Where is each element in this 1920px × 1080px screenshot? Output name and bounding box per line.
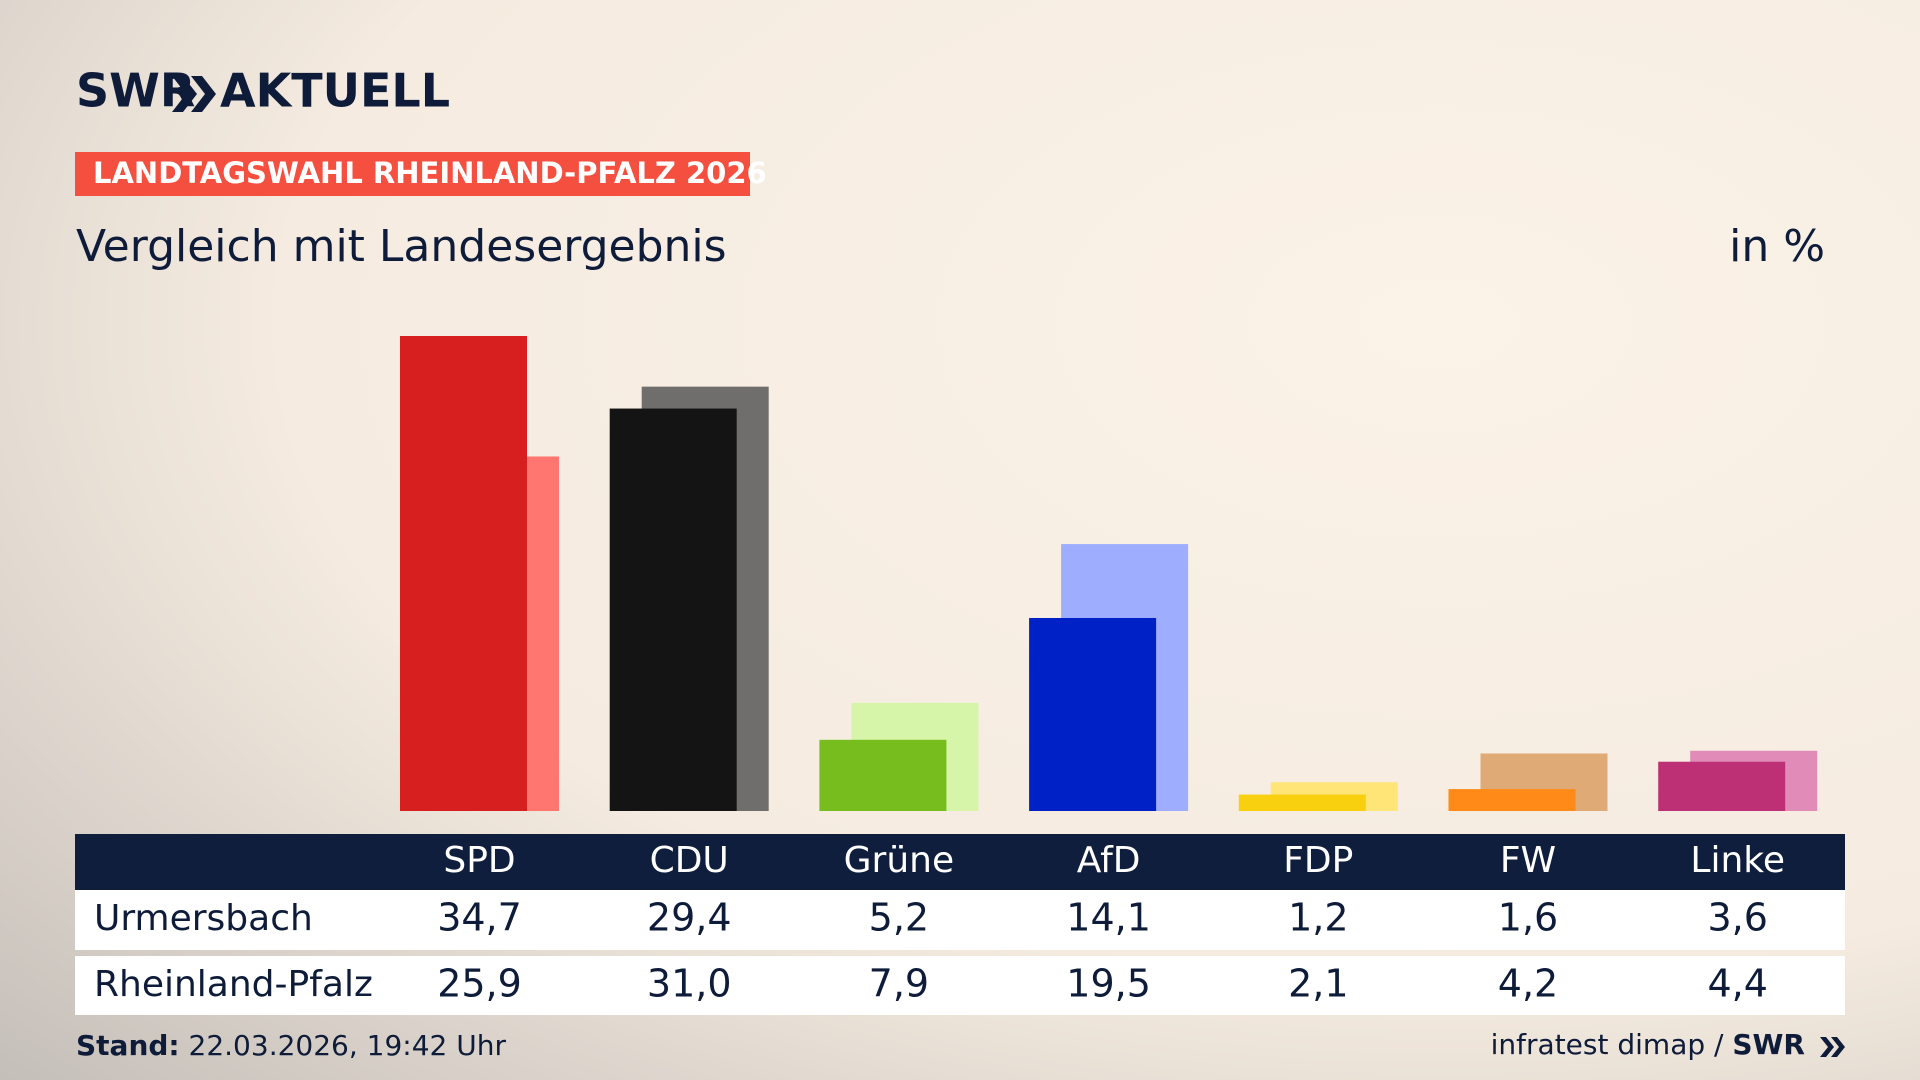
badge-background bbox=[75, 152, 750, 196]
value-label: 3,6 bbox=[1707, 896, 1767, 940]
value-label: 7,9 bbox=[869, 962, 929, 1006]
bar bbox=[1029, 617, 1157, 811]
table-header-label: AfD bbox=[1077, 840, 1141, 881]
bar bbox=[1658, 761, 1786, 811]
value-label: 2,1 bbox=[1288, 962, 1348, 1006]
badge: LANDTAGSWAHL RHEINLAND-PFALZ 2026 bbox=[93, 156, 767, 190]
bar bbox=[1448, 789, 1576, 811]
table-header bbox=[75, 834, 1845, 890]
value-label: 1,6 bbox=[1498, 896, 1558, 940]
table-header-label: CDU bbox=[650, 840, 729, 881]
chart-title: Vergleich mit Landesergebnis bbox=[76, 221, 727, 272]
unit-label: in % bbox=[1729, 221, 1825, 272]
value-label: 1,2 bbox=[1288, 896, 1348, 940]
logo-name: AKTUELL bbox=[220, 64, 450, 118]
value-label: 25,9 bbox=[437, 962, 522, 1006]
value-label: 14,1 bbox=[1066, 896, 1151, 940]
table-row bbox=[75, 890, 1845, 950]
table-header-label: Linke bbox=[1690, 840, 1785, 881]
table-header-label: FW bbox=[1500, 840, 1556, 881]
footer-date: 22.03.2026, 19:42 Uhr bbox=[189, 1029, 507, 1062]
bar bbox=[1238, 794, 1366, 811]
table-header-label: FDP bbox=[1283, 840, 1353, 881]
value-label: 4,2 bbox=[1498, 962, 1558, 1006]
value-label: 19,5 bbox=[1066, 962, 1151, 1006]
value-label: 31,0 bbox=[647, 962, 732, 1006]
bar bbox=[400, 336, 527, 811]
source-text: infratest dimap / bbox=[1491, 1028, 1724, 1061]
source-chevrons bbox=[1820, 1037, 1845, 1057]
bar bbox=[609, 408, 737, 811]
table-header-label: Grüne bbox=[844, 840, 954, 881]
footer-label: Stand: bbox=[76, 1029, 180, 1062]
value-label: 5,2 bbox=[869, 896, 929, 940]
logo-chevrons bbox=[172, 76, 216, 112]
value-label: 29,4 bbox=[647, 896, 732, 940]
bar bbox=[819, 739, 947, 811]
table-header-label: SPD bbox=[443, 840, 515, 881]
footer: Stand: 22.03.2026, 19:42 Uhr bbox=[76, 1029, 506, 1062]
value-label: 4,4 bbox=[1707, 962, 1767, 1006]
source: infratest dimap / SWR bbox=[1491, 1028, 1805, 1061]
row-label: Rheinland-Pfalz bbox=[94, 964, 373, 1005]
source-brand: SWR bbox=[1732, 1028, 1805, 1061]
table-row bbox=[75, 956, 1845, 1015]
value-label: 34,7 bbox=[437, 896, 522, 940]
row-label: Urmersbach bbox=[94, 898, 313, 939]
